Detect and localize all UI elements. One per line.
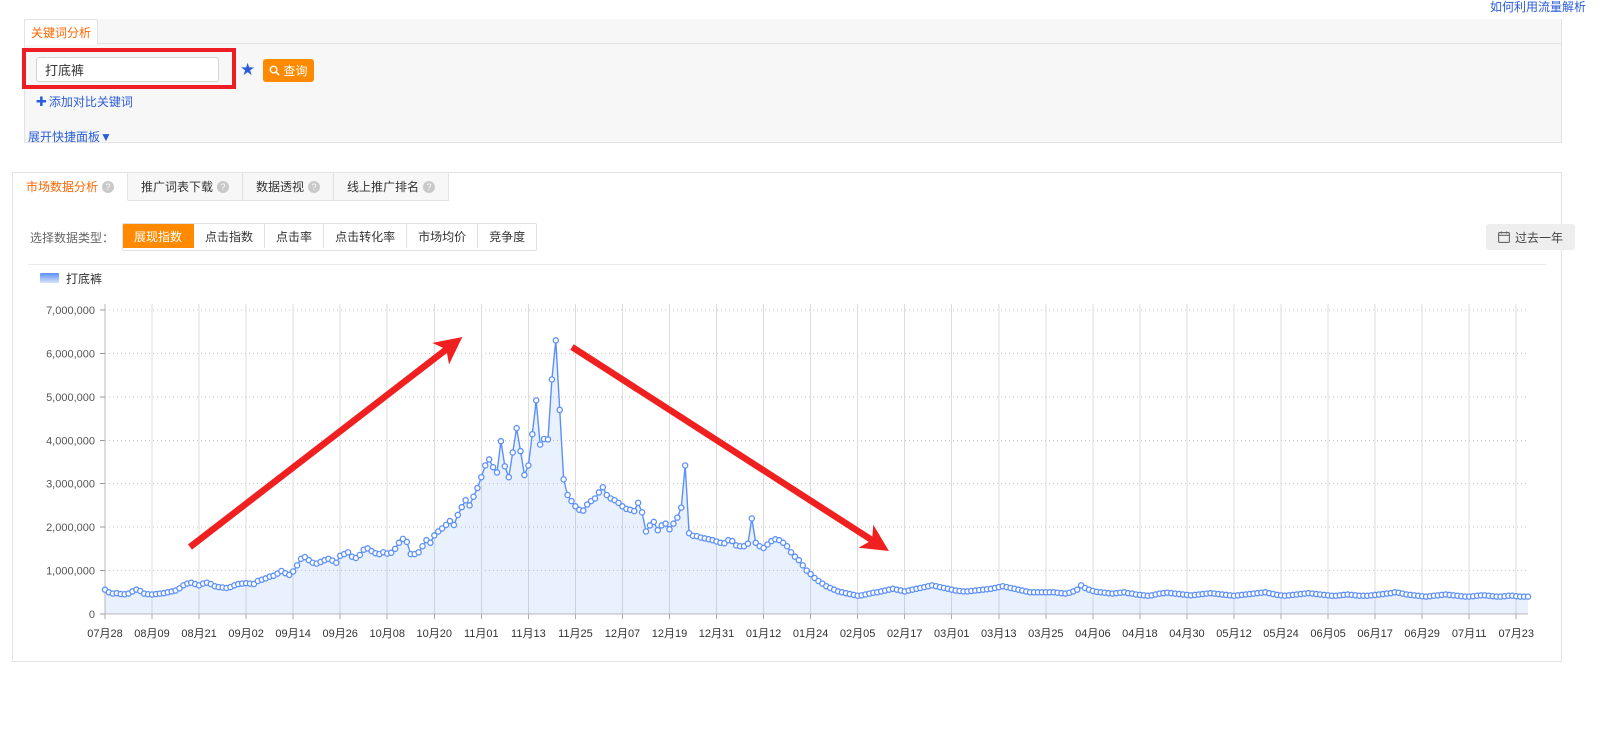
svg-text:07月28: 07月28	[87, 628, 122, 640]
trend-chart-svg: 0 1,000,000 2,000,000 3,000,000 4,000,000 5,0…	[46, 304, 1534, 640]
svg-text:09月14: 09月14	[275, 628, 310, 640]
tab-online-promo-ranking-label: 线上推广排名	[347, 180, 420, 194]
legend-swatch-dadiku[interactable]	[40, 273, 59, 283]
svg-text:03月13: 03月13	[981, 628, 1016, 640]
svg-text:10月20: 10月20	[417, 628, 452, 640]
svg-text:06月17: 06月17	[1357, 628, 1392, 640]
data-type-label: 选择数据类型：	[30, 230, 115, 245]
svg-text:7,000,000: 7,000,000	[46, 305, 95, 317]
data-type-click-index[interactable]: 点击指数	[194, 224, 266, 248]
tab-market-data-analysis-label: 市场数据分析	[26, 180, 99, 194]
question-mark-icon[interactable]: ?	[217, 180, 230, 193]
svg-text:04月18: 04月18	[1122, 628, 1157, 640]
add-compare-keyword-link[interactable]: ✚ 添加对比关键词	[36, 93, 133, 110]
question-mark-icon[interactable]: ?	[308, 180, 321, 193]
search-button-label: 查询	[283, 64, 308, 78]
data-type-market-avg-price[interactable]: 市场均价	[407, 224, 479, 248]
tab-keyword-analysis[interactable]: 关键词分析	[24, 19, 98, 45]
svg-text:04月30: 04月30	[1169, 628, 1204, 640]
tab-data-pivot[interactable]: 数据透视 ?	[243, 172, 335, 201]
magnifier-icon	[270, 65, 280, 76]
svg-text:07月11: 07月11	[1452, 628, 1487, 640]
expand-quick-panel-label: 展开快捷面板	[28, 130, 101, 144]
tab-promo-wordlist-download-label: 推广词表下载	[141, 180, 214, 194]
svg-text:09月26: 09月26	[322, 628, 357, 640]
tab-data-pivot-label: 数据透视	[256, 180, 305, 194]
svg-text:3,000,000: 3,000,000	[46, 479, 95, 491]
data-type-selector-row: 选择数据类型： 展现指数 点击指数 点击率 点击转化率 市场均价 竞争度	[30, 223, 538, 251]
data-type-click-conversion-rate[interactable]: 点击转化率	[324, 224, 408, 248]
keyword-panel	[24, 19, 1562, 143]
svg-text:02月05: 02月05	[840, 628, 875, 640]
date-range-label: 过去一年	[1514, 230, 1563, 245]
svg-text:03月01: 03月01	[934, 628, 969, 640]
keyword-tab-strip	[24, 43, 1562, 44]
svg-text:4,000,000: 4,000,000	[46, 435, 95, 447]
svg-text:05月12: 05月12	[1216, 628, 1251, 640]
plus-icon: ✚	[36, 93, 47, 109]
svg-text:08月09: 08月09	[134, 628, 169, 640]
svg-text:11月01: 11月01	[464, 628, 499, 640]
main-tab-bar: 市场数据分析 ? 推广词表下载 ? 数据透视 ? 线上推广排名 ?	[12, 172, 450, 201]
svg-text:09月02: 09月02	[228, 628, 263, 640]
data-type-impression-index[interactable]: 展现指数	[123, 224, 195, 248]
svg-text:05月24: 05月24	[1263, 628, 1298, 640]
rising-trend-arrow	[188, 337, 463, 550]
svg-text:11月13: 11月13	[511, 628, 546, 640]
legend-divider	[28, 264, 1546, 265]
falling-trend-arrow	[570, 344, 889, 552]
svg-text:03月25: 03月25	[1028, 628, 1063, 640]
svg-text:10月08: 10月08	[370, 628, 405, 640]
legend-label-dadiku: 打底裤	[66, 271, 103, 286]
keyword-input[interactable]	[36, 57, 219, 82]
svg-text:12月19: 12月19	[652, 628, 687, 640]
data-type-click-rate[interactable]: 点击率	[265, 224, 325, 248]
question-mark-icon[interactable]: ?	[423, 180, 436, 193]
svg-text:01月24: 01月24	[793, 628, 828, 640]
question-mark-icon[interactable]: ?	[102, 180, 115, 193]
tab-online-promo-ranking[interactable]: 线上推广排名 ?	[334, 172, 450, 201]
trend-chart: 0 1,000,000 2,000,000 3,000,000 4,000,000 5,0…	[12, 292, 1562, 657]
add-compare-keyword-label: 添加对比关键词	[48, 95, 133, 109]
svg-text:07月23: 07月23	[1498, 628, 1533, 640]
calendar-icon	[1498, 231, 1510, 243]
svg-text:5,000,000: 5,000,000	[46, 392, 95, 404]
svg-text:2,000,000: 2,000,000	[46, 522, 95, 534]
top-help-link-bar: 如何利用流量解析	[0, 0, 1586, 16]
svg-text:6,000,000: 6,000,000	[46, 348, 95, 360]
expand-quick-panel-link[interactable]: 展开快捷面板▼	[28, 128, 112, 145]
date-range-selector[interactable]: 过去一年	[1485, 224, 1575, 250]
svg-text:1,000,000: 1,000,000	[46, 566, 95, 578]
svg-text:06月05: 06月05	[1310, 628, 1345, 640]
favorite-star-icon[interactable]: ★	[240, 60, 256, 79]
svg-text:08月21: 08月21	[181, 628, 216, 640]
svg-text:04月06: 04月06	[1075, 628, 1110, 640]
data-type-competition[interactable]: 竞争度	[478, 224, 537, 248]
svg-text:0: 0	[89, 609, 95, 621]
traffic-analysis-help-link[interactable]: 如何利用流量解析	[1489, 0, 1586, 14]
tab-market-data-analysis[interactable]: 市场数据分析 ?	[12, 172, 129, 201]
svg-text:06月29: 06月29	[1404, 628, 1439, 640]
chart-legend: 打底裤	[40, 270, 102, 286]
svg-text:01月12: 01月12	[746, 628, 781, 640]
data-type-button-group: 展现指数 点击指数 点击率 点击转化率 市场均价 竞争度	[122, 223, 538, 251]
svg-text:12月07: 12月07	[605, 628, 640, 640]
chevron-down-icon: ▼	[100, 130, 112, 144]
market-data-card	[12, 172, 1562, 662]
svg-text:12月31: 12月31	[699, 628, 734, 640]
svg-text:11月25: 11月25	[558, 628, 593, 640]
tab-promo-wordlist-download[interactable]: 推广词表下载 ?	[128, 172, 244, 201]
svg-text:02月17: 02月17	[887, 628, 922, 640]
tab-keyword-analysis-label: 关键词分析	[30, 25, 91, 40]
search-button[interactable]: 查询	[263, 59, 314, 82]
highlight-box-keyword-input	[22, 48, 236, 89]
